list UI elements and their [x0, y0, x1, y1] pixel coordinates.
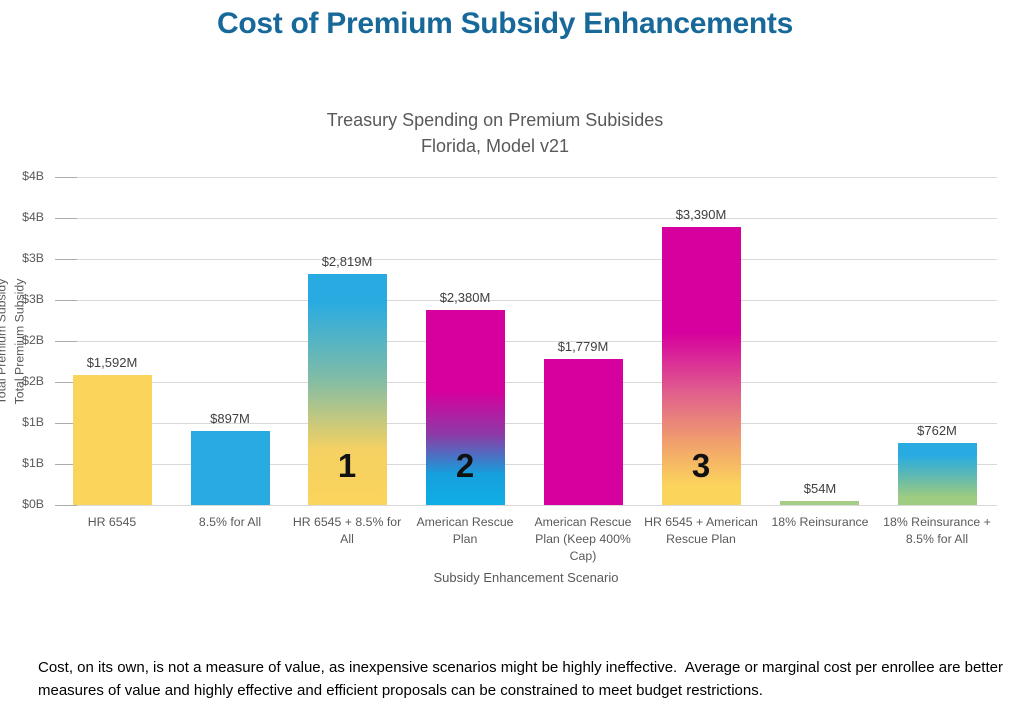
y-tick-label: $3B: [22, 292, 44, 306]
x-axis-title: Subsidy Enhancement Scenario: [433, 570, 619, 585]
y-tick-label: $3B: [22, 251, 44, 265]
bar-american-rescue-plan: [426, 309, 505, 505]
bar-value-label: $2,819M: [321, 253, 373, 269]
bar-value-label: $2,380M: [439, 289, 491, 305]
x-tick-label: 18% Reinsurance: [771, 515, 869, 529]
y-tick-mark: [55, 341, 77, 342]
x-tick-label: American Rescue Plan: [416, 515, 514, 546]
y-tick-label: $1B: [22, 456, 44, 470]
bar-rank-badge-2: 2: [455, 447, 475, 484]
bar-arp-keep-400-cap: [544, 359, 623, 505]
y-tick-mark: [55, 177, 77, 178]
y-tick-mark: [55, 259, 77, 260]
page-title: Cost of Premium Subsidy Enhancements: [217, 7, 793, 40]
gridline: [55, 177, 997, 178]
gridline: [55, 300, 997, 301]
bar-hr-6545-plus-arp: [662, 227, 741, 505]
y-tick-mark: [55, 505, 77, 506]
bar-value-label: $3,390M: [675, 207, 727, 222]
gridline: [55, 341, 997, 342]
y-tick-mark: [55, 464, 77, 465]
chart-subtitle: Treasury Spending on Premium Subisides F…: [0, 107, 990, 159]
bar-hr-6545-plus-85-for-all: [308, 273, 387, 505]
x-tick-label: 8.5% for All: [198, 515, 262, 529]
x-tick-label: HR 6545 + American Rescue Plan: [644, 515, 758, 546]
y-tick-label: $1B: [22, 415, 44, 429]
bar-value-label: $54M: [803, 480, 837, 496]
x-tick-label: HR 6545 + 8.5% for All: [292, 515, 402, 546]
axis-baseline: [55, 505, 997, 506]
bar-rank-badge-1: 1: [337, 447, 357, 484]
gridline: [55, 382, 997, 383]
gridline: [55, 423, 997, 424]
gridline: [55, 464, 997, 465]
y-tick-label: $4B: [22, 210, 44, 224]
bar-85-for-all: [191, 431, 270, 505]
bar-value-label: $897M: [210, 411, 250, 427]
gridline: [55, 218, 997, 219]
y-tick-mark: [55, 218, 77, 219]
y-tick-mark: [55, 382, 77, 383]
bar-hr-6545: [73, 374, 152, 505]
x-tick-label: 18% Reinsurance + 8.5% for All: [883, 515, 991, 546]
x-tick-label: American Rescue Plan (Keep 400% Cap): [534, 515, 632, 563]
chart-subtitle-line1: Treasury Spending on Premium Subisides: [326, 110, 664, 130]
y-tick-label: $2B: [22, 333, 44, 347]
bar-value-label: $1,779M: [557, 339, 609, 355]
x-tick-label: HR 6545: [87, 515, 137, 529]
bar-18-reinsurance-plus-85: [898, 442, 977, 505]
bar-value-label: $762M: [917, 422, 957, 438]
y-tick-mark: [55, 300, 77, 301]
bar-value-label: $1,592M: [86, 354, 138, 370]
y-tick-label: $4B: [22, 169, 44, 183]
y-tick-label: $0B: [22, 497, 44, 511]
footnote: Cost, on its own, is not a measure of va…: [38, 659, 1008, 699]
gridline: [55, 259, 997, 260]
y-tick-label: $2B: [22, 374, 44, 388]
bar-rank-badge-3: 3: [691, 447, 711, 484]
chart-subtitle-line2: Florida, Model v21: [420, 136, 570, 156]
y-tick-mark: [55, 423, 77, 424]
plot-area: $1,592M $897M $2,819M $2,380M $1,779M $3…: [55, 177, 997, 506]
bar-18-reinsurance: [780, 500, 859, 505]
